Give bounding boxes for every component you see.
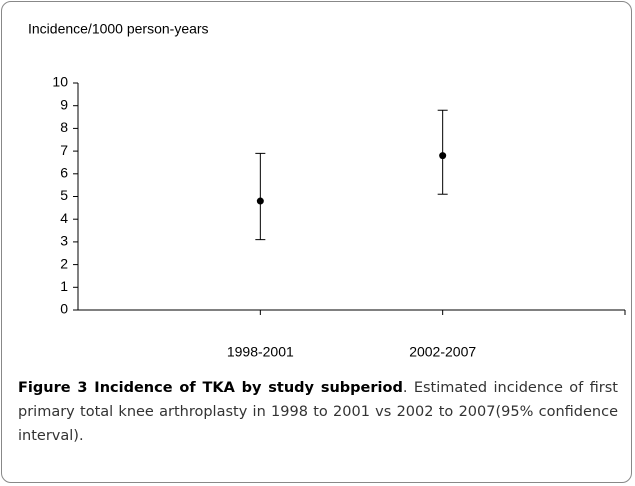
y-tick-label: 0 [60, 301, 68, 317]
x-tick-label: 1998-2001 [227, 344, 294, 360]
y-tick-label: 4 [60, 210, 68, 226]
y-tick-label: 5 [60, 187, 68, 203]
y-tick-label: 3 [60, 233, 68, 249]
caption: Figure 3 Incidence of TKA by study subpe… [18, 376, 618, 448]
caption-label: Figure 3 Incidence of TKA by study subpe… [18, 380, 403, 396]
y-tick-label: 2 [60, 255, 68, 271]
chart: Incidence/1000 person-years 0 1 2 3 4 5 6 7 8 9 10… [28, 21, 626, 360]
y-axis-label: Incidence/1000 person-years [28, 21, 209, 37]
x-tick-label: 2002-2007 [409, 344, 476, 360]
y-tick-label: 8 [60, 119, 68, 135]
y-tick-label: 9 [60, 96, 68, 112]
caption-text: . Estimated incidence of first primary t… [18, 380, 618, 444]
point [439, 152, 447, 160]
point [256, 197, 264, 205]
y-tick-label: 1 [60, 278, 68, 294]
y-tick-label: 7 [60, 142, 68, 158]
y-tick-label: 6 [60, 165, 68, 181]
y-tick-label: 10 [52, 74, 68, 90]
